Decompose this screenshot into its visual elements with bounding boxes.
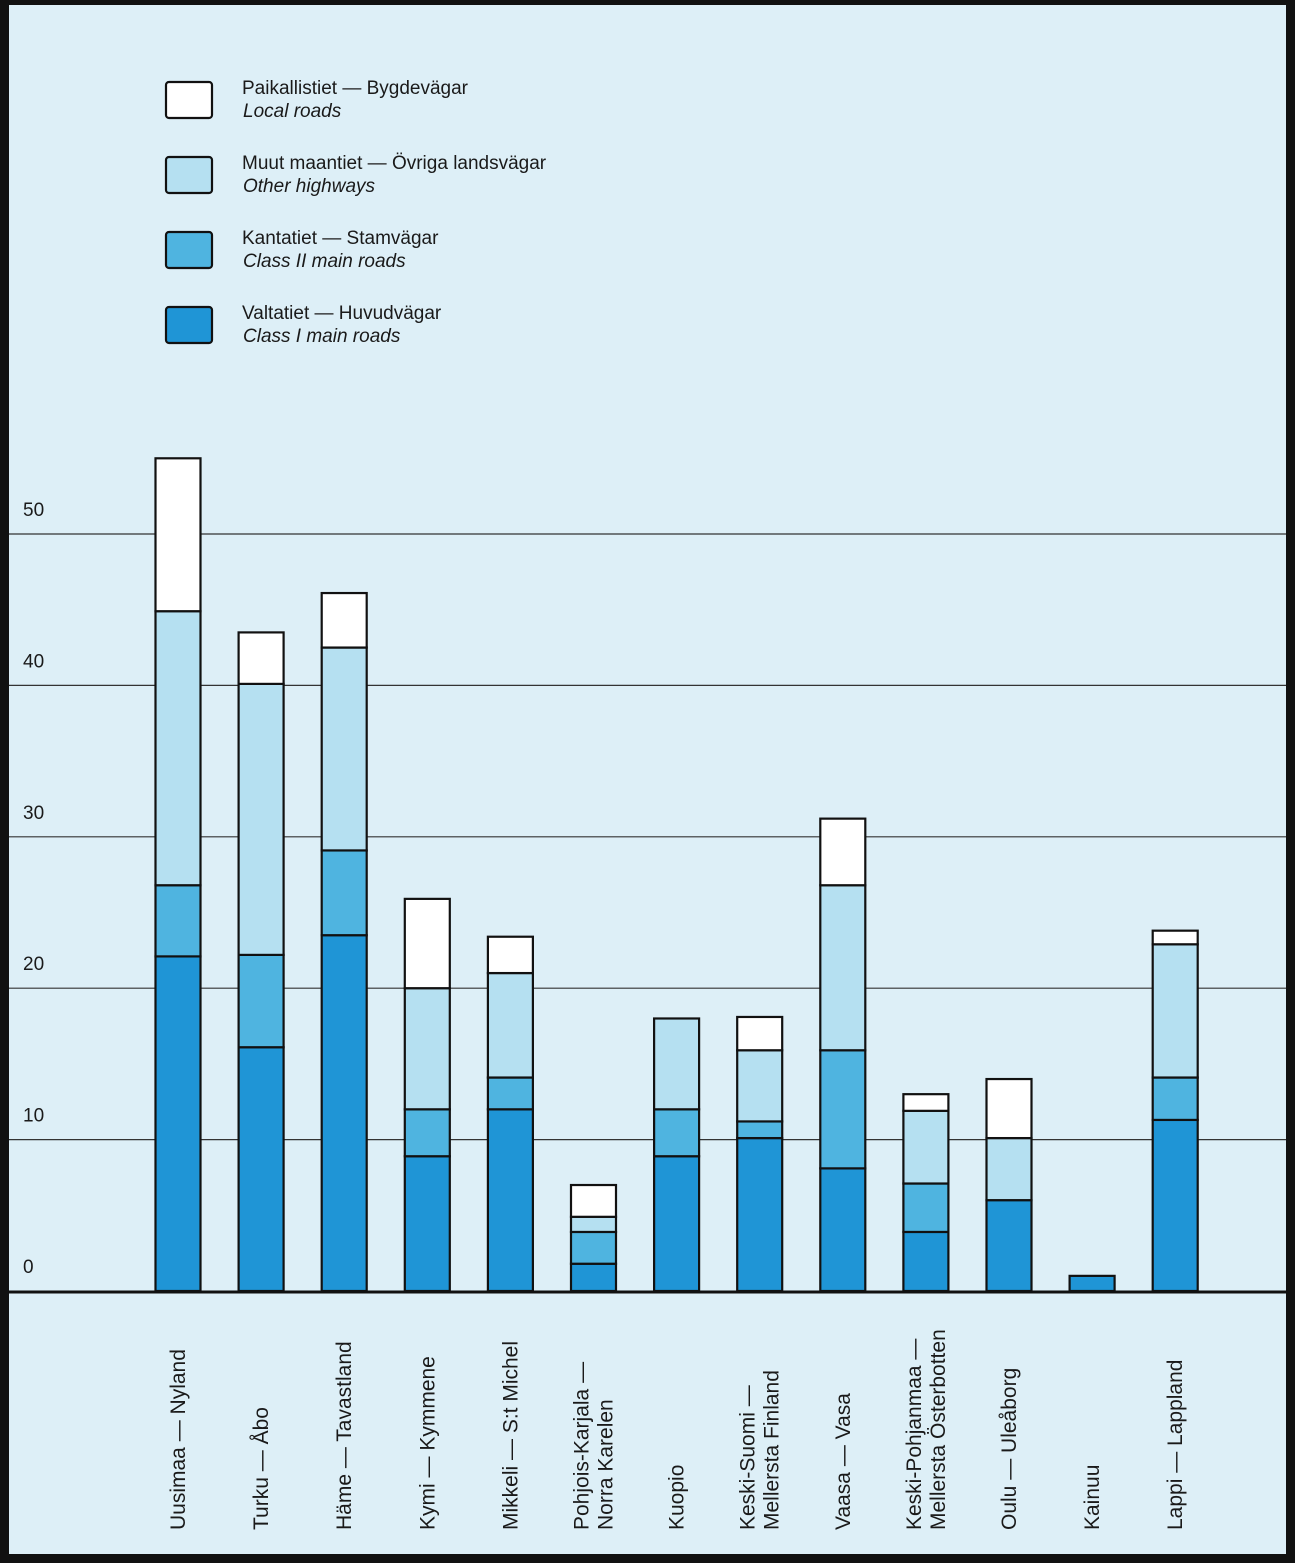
category-label-3: Kymi — Kymmene — [416, 1356, 439, 1530]
bar-segment-6-1 — [652, 1108, 701, 1158]
legend-label-3: Valtatiet — Huvudvägar — [242, 303, 442, 324]
legend-swatch-2 — [164, 230, 214, 270]
bar-segment-10-3 — [985, 1077, 1033, 1140]
bar-segment-7-2 — [736, 1049, 784, 1123]
bar-segment-5-3 — [569, 1183, 618, 1218]
bar-segment-3-2 — [403, 987, 451, 1111]
bar-segment-9-0 — [902, 1230, 950, 1293]
category-label-9: Keski-Pohjanmaa —Mellersta Österbotten — [903, 1329, 950, 1530]
y-tick-label-40: 40 — [23, 651, 44, 672]
bar-segment-7-0 — [736, 1136, 784, 1293]
category-label-8: Vaasa — Vasa — [832, 1393, 855, 1530]
bar-segment-0-3 — [154, 457, 202, 613]
bar-stack-11 — [1068, 1274, 1116, 1293]
bar-stack-9 — [902, 1093, 950, 1293]
bar-segment-1-3 — [237, 631, 285, 685]
legend-label-2: Kantatiet — Stamvägar — [242, 228, 439, 249]
bar-segment-10-0 — [985, 1199, 1033, 1293]
category-label-7: Keski-Suomi —Mellersta Finland — [737, 1370, 784, 1530]
bar-segment-3-0 — [403, 1155, 451, 1293]
bar-stack-1 — [237, 631, 285, 1293]
bar-segment-8-3 — [819, 817, 867, 887]
bar-segment-7-3 — [736, 1015, 784, 1052]
bar-segment-6-0 — [652, 1155, 701, 1293]
bar-stack-10 — [985, 1077, 1033, 1293]
bar-segment-4-1 — [486, 1076, 534, 1111]
y-tick-label-20: 20 — [23, 954, 44, 975]
bar-segment-5-0 — [569, 1262, 618, 1293]
bar-segment-10-2 — [985, 1136, 1033, 1202]
bar-stack-8 — [819, 817, 867, 1293]
bar-segment-0-0 — [154, 955, 202, 1293]
bar-segment-4-3 — [486, 935, 534, 975]
bar-segment-4-2 — [486, 971, 534, 1079]
legend-sublabel-3: Class I main roads — [243, 326, 401, 347]
bar-stack-12 — [1151, 929, 1199, 1293]
bar-segment-2-2 — [320, 646, 368, 852]
category-label-4: Mikkeli — S:t Michel — [499, 1341, 522, 1530]
bar-segment-0-2 — [154, 610, 202, 887]
category-label-6: Kuopio — [666, 1465, 689, 1530]
bar-segment-1-1 — [237, 953, 285, 1049]
bar-segment-8-2 — [819, 884, 867, 1052]
bar-segment-9-2 — [902, 1109, 950, 1185]
bar-stack-7 — [736, 1015, 784, 1293]
category-label-2: Häme — Tavastland — [333, 1341, 356, 1530]
bar-segment-1-0 — [237, 1046, 285, 1293]
legend-sublabel-1: Other highways — [243, 176, 376, 197]
bar-segment-4-0 — [486, 1108, 534, 1293]
bar-segment-3-1 — [403, 1108, 451, 1158]
bar-segment-12-3 — [1151, 929, 1199, 946]
y-tick-label-30: 30 — [23, 803, 44, 824]
legend-sublabel-0: Local roads — [243, 101, 342, 122]
category-label-0: Uusimaa — Nyland — [167, 1349, 190, 1530]
category-label-1: Turku — Åbo — [250, 1407, 273, 1530]
bar-segment-6-2 — [652, 1017, 701, 1111]
legend-label-1: Muut maantiet — Övriga landsvägar — [242, 153, 547, 174]
bar-stack-4 — [486, 935, 534, 1293]
category-label-10: Oulu — Uleåborg — [998, 1368, 1021, 1530]
bar-segment-12-0 — [1151, 1118, 1199, 1293]
legend-swatch-1 — [164, 155, 214, 195]
y-tick-label-10: 10 — [23, 1106, 44, 1127]
legend-swatch-0 — [164, 80, 214, 120]
category-label-11: Kainuu — [1081, 1465, 1104, 1530]
bar-segment-2-1 — [320, 849, 368, 937]
stacked-bar-chart: 0 10 20 30 40 50 Paikallistiet — BygdevägarLo… — [9, 78, 1286, 1530]
category-label-12: Lappi — Lappland — [1164, 1360, 1187, 1530]
bar-segment-7-1 — [736, 1120, 784, 1140]
bar-segment-12-1 — [1151, 1076, 1199, 1122]
bar-segment-2-3 — [320, 591, 368, 649]
y-tick-label-50: 50 — [23, 500, 44, 521]
bar-segment-0-1 — [154, 884, 202, 958]
bar-segment-8-1 — [819, 1049, 867, 1170]
bar-stack-5 — [569, 1183, 618, 1293]
bar-segment-5-2 — [569, 1215, 618, 1234]
bar-segment-12-2 — [1151, 943, 1199, 1079]
legend-label-0: Paikallistiet — Bygdevägar — [242, 78, 469, 99]
bar-segment-2-0 — [320, 934, 368, 1293]
category-label-5: Pohjois-Karjala —Norra Karelen — [571, 1362, 618, 1530]
bar-segment-11-0 — [1068, 1274, 1116, 1293]
bar-stack-6 — [652, 1017, 701, 1293]
bar-segment-5-1 — [569, 1230, 618, 1265]
bar-segment-8-0 — [819, 1167, 867, 1293]
bar-segment-1-2 — [237, 682, 285, 956]
bar-segment-3-3 — [403, 897, 451, 990]
bar-stack-3 — [403, 897, 451, 1293]
y-tick-label-0: 0 — [23, 1257, 34, 1278]
bar-segment-9-1 — [902, 1182, 950, 1234]
bar-segment-9-3 — [902, 1093, 950, 1112]
bar-stack-2 — [320, 591, 368, 1293]
bar-stack-0 — [154, 457, 202, 1293]
legend-sublabel-2: Class II main roads — [243, 251, 406, 272]
legend-swatch-3 — [164, 305, 214, 345]
